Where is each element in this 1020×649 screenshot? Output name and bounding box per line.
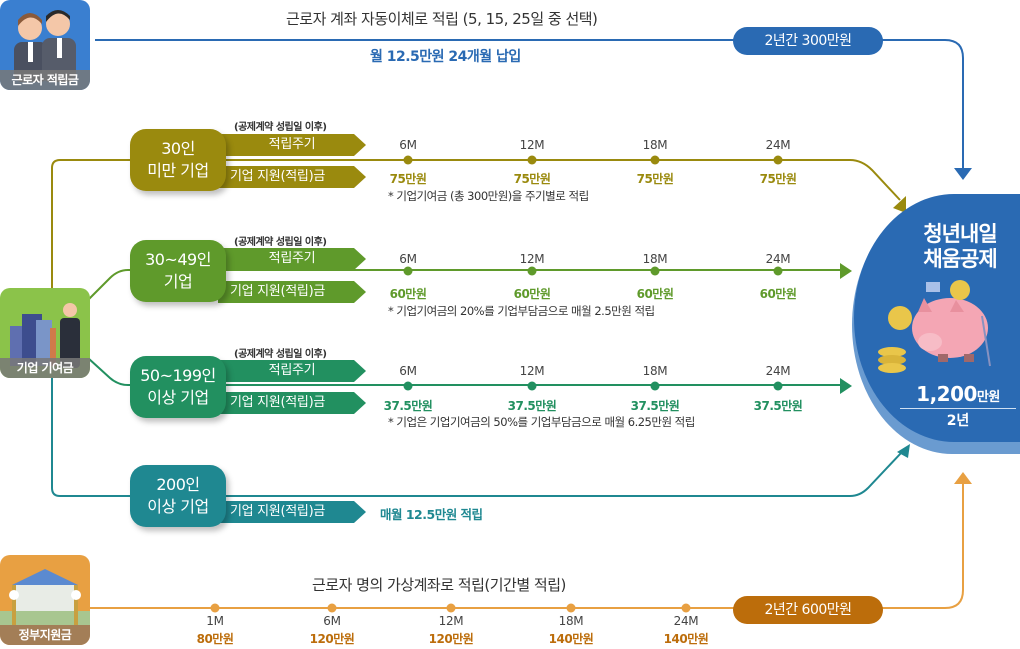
- milestone-amount: 60만원: [759, 287, 797, 301]
- tier-1-support-tag: 기업 지원(적립)금: [218, 166, 366, 188]
- gov-milestone-month: 24M: [673, 614, 699, 628]
- tier-1-line1: 30인: [161, 139, 195, 158]
- milestone-month: 12M: [519, 364, 545, 378]
- milestone-month: 6M: [399, 252, 417, 266]
- tier-1-cycle-tag: 적립주기: [218, 134, 366, 156]
- worker-monthly-payment: 월 12.5만원 24개월 납입: [370, 49, 521, 65]
- gov-milestone-month: 12M: [438, 614, 464, 628]
- milestone-month: 18M: [642, 138, 668, 152]
- tier-4-line1: 200인: [156, 475, 200, 494]
- tier-4-monthly-note: 매월 12.5만원 적립: [380, 507, 483, 522]
- tier-under-30-box: 30인 미만 기업: [130, 129, 226, 191]
- government-support-tile: 정부지원금: [0, 555, 90, 645]
- milestone-month: 12M: [519, 138, 545, 152]
- milestone-amount: 75만원: [636, 172, 674, 186]
- milestone-month: 24M: [765, 364, 791, 378]
- gov-milestone-amount: 80만원: [196, 632, 234, 646]
- tier-2-line2: 기업: [163, 272, 193, 291]
- tier-1-line2: 미만 기업: [147, 161, 209, 180]
- milestone-month: 18M: [642, 364, 668, 378]
- milestone-amount: 37.5만원: [383, 399, 433, 413]
- government-total-pill: 2년간 600만원: [733, 596, 883, 624]
- piggy-bank-icon: [878, 280, 991, 373]
- tier-1-contract-note: (공제계약 성립일 이후): [234, 122, 327, 133]
- tier-3-cycle-tag: 적립주기: [218, 360, 366, 382]
- gov-milestone-amount: 120만원: [428, 632, 474, 646]
- tier-2-line1: 30~49인: [145, 250, 211, 269]
- result-amount: 1,200만원: [900, 382, 1016, 409]
- worker-tile-label: 근로자 적립금: [0, 70, 90, 90]
- tier-30-49-box: 30~49인 기업: [130, 240, 226, 302]
- tier-3-line2: 이상 기업: [147, 388, 209, 407]
- worker-headline: 근로자 계좌 자동이체로 적립 (5, 15, 25일 중 선택): [286, 10, 598, 28]
- tier-3-contract-note: (공제계약 성립일 이후): [234, 349, 327, 360]
- worker-savings-tile: 근로자 적립금: [0, 0, 90, 90]
- result-amount-value: 1,200: [916, 382, 977, 406]
- milestone-amount: 75만원: [389, 172, 427, 186]
- government-building-illustration-icon: [0, 569, 90, 625]
- gov-milestone-month: 18M: [558, 614, 584, 628]
- tier-1-note: * 기업기여금 (총 300만원)을 주기별로 적립: [388, 189, 589, 203]
- tier-50-199-box: 50~199인 이상 기업: [130, 356, 226, 418]
- milestone-month: 18M: [642, 252, 668, 266]
- milestone-amount: 37.5만원: [507, 399, 557, 413]
- result-amount-unit: 만원: [976, 390, 1000, 405]
- tier-4-support-tag: 기업 지원(적립)금: [218, 501, 366, 523]
- milestone-amount: 37.5만원: [753, 399, 803, 413]
- milestone-amount: 75만원: [759, 172, 797, 186]
- milestone-amount: 60만원: [513, 287, 551, 301]
- milestone-month: 6M: [399, 364, 417, 378]
- gov-milestone-month: 6M: [323, 614, 341, 628]
- result-period: 2년: [946, 413, 970, 429]
- gov-milestone-month: 1M: [206, 614, 224, 628]
- milestone-amount: 37.5만원: [630, 399, 680, 413]
- company-tile-label: 기업 기여금: [0, 358, 90, 378]
- milestone-amount: 60만원: [636, 287, 674, 301]
- tier-2-support-tag: 기업 지원(적립)금: [218, 281, 366, 303]
- tier-3-note: * 기업은 기업기여금의 50%를 기업부담금으로 매월 6.25만원 적립: [388, 415, 695, 429]
- milestone-month: 6M: [399, 138, 417, 152]
- milestone-amount: 75만원: [513, 172, 551, 186]
- result-title: 청년내일 채움공제: [890, 222, 1020, 272]
- tier-2-cycle-tag: 적립주기: [218, 248, 366, 270]
- tier-4-line2: 이상 기업: [147, 497, 209, 516]
- company-contribution-tile: 기업 기여금: [0, 288, 90, 378]
- government-headline: 근로자 명의 가상계좌로 적립(기간별 적립): [312, 576, 566, 594]
- government-tile-label: 정부지원금: [0, 625, 90, 645]
- milestone-month: 24M: [765, 138, 791, 152]
- gov-milestone-amount: 140만원: [663, 632, 709, 646]
- tier-200-plus-box: 200인 이상 기업: [130, 465, 226, 527]
- tier-2-contract-note: (공제계약 성립일 이후): [234, 237, 327, 248]
- tier-3-line1: 50~199인: [140, 366, 216, 385]
- gov-milestone-amount: 140만원: [548, 632, 594, 646]
- result-title-line2: 채움공제: [923, 247, 997, 271]
- gov-milestone-amount: 120만원: [309, 632, 355, 646]
- milestone-amount: 60만원: [389, 287, 427, 301]
- result-title-line1: 청년내일: [923, 222, 997, 246]
- tier-3-support-tag: 기업 지원(적립)금: [218, 392, 366, 414]
- tier-2-note: * 기업기여금의 20%를 기업부담금으로 매월 2.5만원 적립: [388, 304, 655, 318]
- milestone-month: 12M: [519, 252, 545, 266]
- company-building-illustration-icon: [10, 303, 80, 368]
- milestone-month: 24M: [765, 252, 791, 266]
- worker-total-pill: 2년간 300만원: [733, 27, 883, 55]
